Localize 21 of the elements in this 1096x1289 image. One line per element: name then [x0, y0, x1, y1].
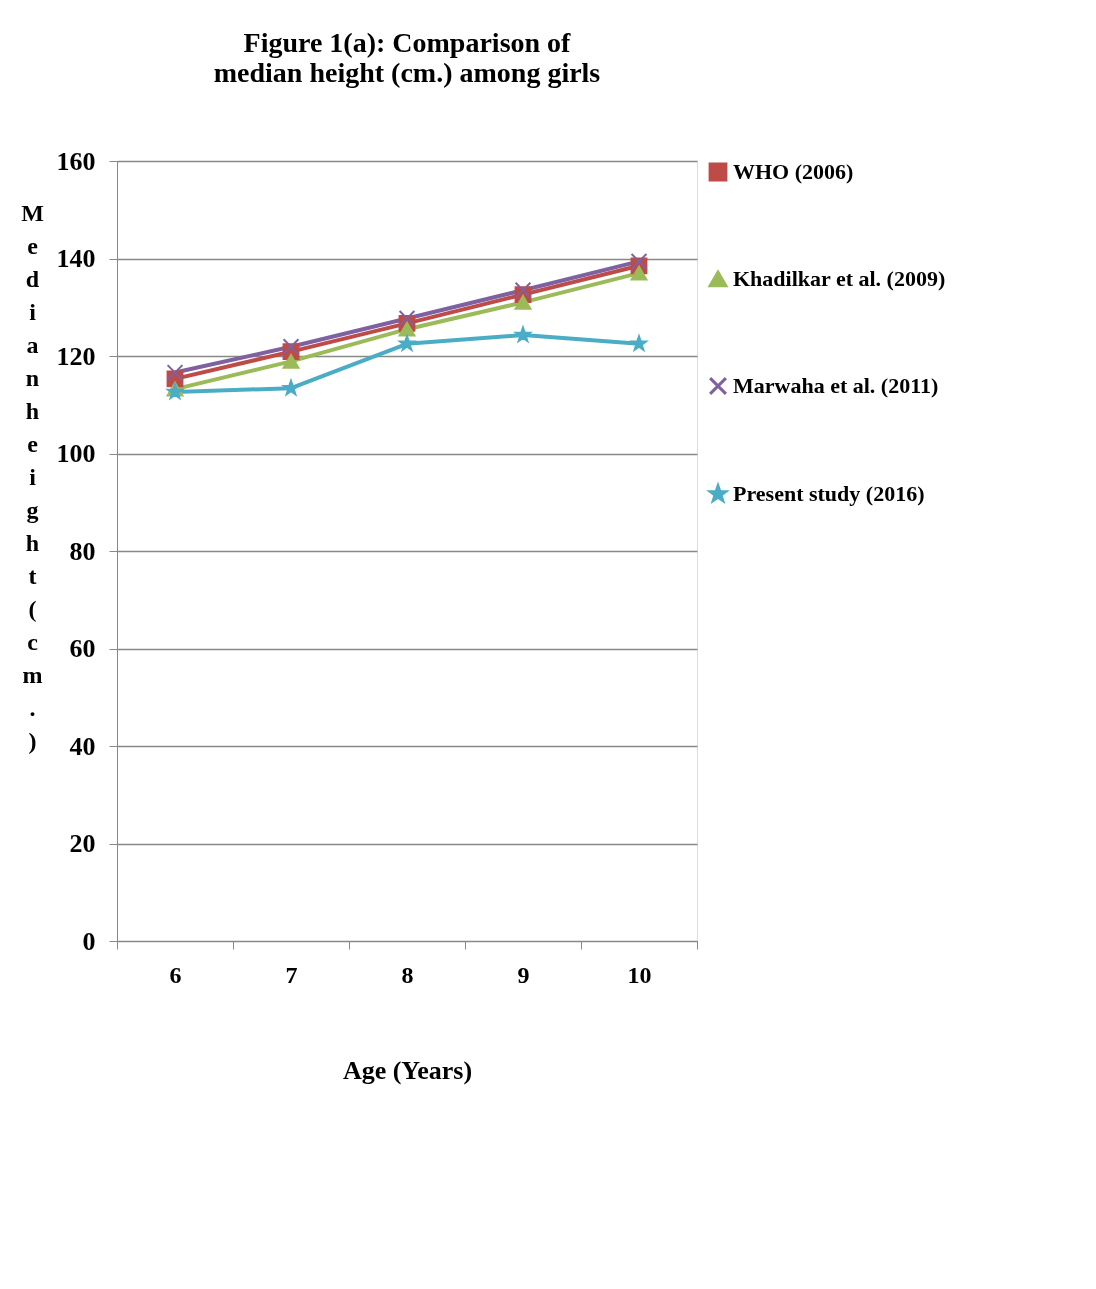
x-tick-label: 6 [169, 961, 182, 988]
text: Median height (cm.) [21, 199, 44, 754]
y-tick-label: 60 [69, 634, 96, 663]
x-tick-label: 7 [285, 961, 298, 988]
y-tick-label: 160 [56, 146, 96, 176]
y-tick-label: 40 [69, 731, 96, 761]
legend-label: WHO (2006) [733, 159, 854, 184]
x-tick-label: 10 [627, 961, 652, 988]
y-tick-label: 140 [56, 244, 96, 273]
x-tick-label: 8 [401, 961, 414, 988]
legend-label: Marwaha et al. (2011) [733, 373, 939, 398]
y-tick-label: 100 [56, 439, 96, 468]
x-axis-title: Age (Years) [342, 1055, 473, 1085]
y-tick-label: 0 [82, 926, 96, 956]
chart-title: Figure 1(a): Comparison of median height (cm.) among girls [213, 27, 601, 88]
legend-label: Present study (2016) [733, 481, 925, 506]
y-tick-label: 80 [69, 536, 96, 566]
legend-label: Khadilkar et al. (2009) [733, 266, 946, 291]
y-tick-label: 120 [56, 341, 96, 371]
x-tick-label: 9 [517, 961, 530, 988]
y-tick-label: 20 [69, 829, 96, 858]
